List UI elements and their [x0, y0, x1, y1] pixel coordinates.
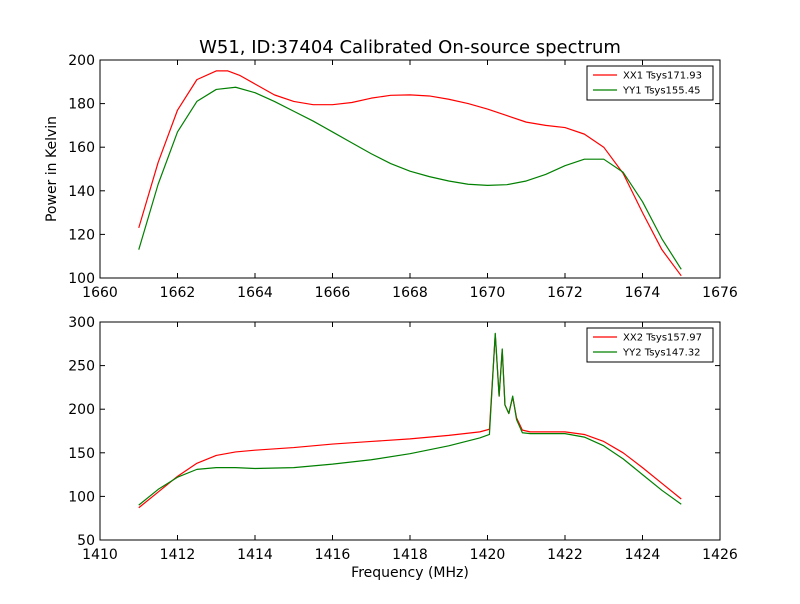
chart-panel-1: 1660 1662 1664 1666 1668 1670 1672 1674 1676 100 1…	[44, 53, 738, 301]
legend-2: XX2 Tsys157.97 YY2 Tsys147.32	[586, 327, 714, 363]
y-tick-label-2-5: 300	[68, 315, 95, 331]
legend-label-1-1: XX1 Tsys171.93	[623, 71, 702, 82]
y-tick-label-1-5: 200	[68, 53, 95, 69]
legend-1: XX1 Tsys171.93 YY1 Tsys155.45	[586, 65, 714, 101]
legend-frame-2	[586, 327, 714, 363]
y-tick-label-2-0: 50	[77, 533, 95, 549]
x-tick-label-1-4: 1668	[392, 285, 428, 301]
y-tick-label-1-2: 140	[68, 184, 95, 200]
legend-frame-1	[586, 65, 714, 101]
y-tick-label-2-1: 100	[68, 489, 95, 505]
x-tick-label-1-5: 1670	[470, 285, 506, 301]
legend-label-2-2: YY2 Tsys147.32	[622, 348, 701, 359]
x-tick-label-2-0: 1410	[82, 547, 118, 563]
y-tick-label-2-2: 150	[68, 446, 95, 462]
series-line-1-2	[138, 86, 682, 270]
y-tick-label-1-4: 180	[68, 97, 95, 113]
y-tick-label-1-1: 120	[68, 227, 95, 243]
y-tick-label-1-0: 100	[68, 271, 95, 287]
x-tick-label-2-7: 1424	[625, 547, 661, 563]
x-tick-label-1-3: 1666	[315, 285, 351, 301]
x-tick-label-2-5: 1420	[470, 547, 506, 563]
legend-label-1-2: YY1 Tsys155.45	[622, 86, 701, 97]
series-line-1-1	[138, 70, 682, 277]
figure-title: W51, ID:37404 Calibrated On-source spect…	[199, 37, 621, 58]
legend-label-2-1: XX2 Tsys157.97	[623, 333, 702, 344]
y-tick-label-1-3: 160	[68, 140, 95, 156]
x-tick-label-2-6: 1422	[547, 547, 583, 563]
x-tick-label-1-2: 1664	[237, 285, 273, 301]
x-tick-label-1-8: 1676	[702, 285, 738, 301]
y-tick-label-2-3: 200	[68, 402, 95, 418]
series-line-2-2	[138, 332, 682, 506]
x-tick-label-2-4: 1418	[392, 547, 428, 563]
x-tick-label-1-1: 1662	[160, 285, 196, 301]
x-tick-label-1-0: 1660	[82, 285, 118, 301]
x-tick-label-1-6: 1672	[547, 285, 583, 301]
y-axis-label-1: Power in Kelvin	[44, 116, 60, 222]
y-tick-label-2-4: 250	[68, 359, 95, 375]
x-tick-label-2-1: 1412	[160, 547, 196, 563]
x-tick-label-2-2: 1414	[237, 547, 273, 563]
x-tick-label-1-7: 1674	[625, 285, 661, 301]
chart-panel-2: 1410 1412 1414 1416 1418 1420 1422 1424 1426 50 10…	[68, 315, 738, 581]
x-tick-label-2-3: 1416	[315, 547, 351, 563]
x-axis-label-2: Frequency (MHz)	[351, 565, 469, 581]
x-tick-label-2-8: 1426	[702, 547, 738, 563]
